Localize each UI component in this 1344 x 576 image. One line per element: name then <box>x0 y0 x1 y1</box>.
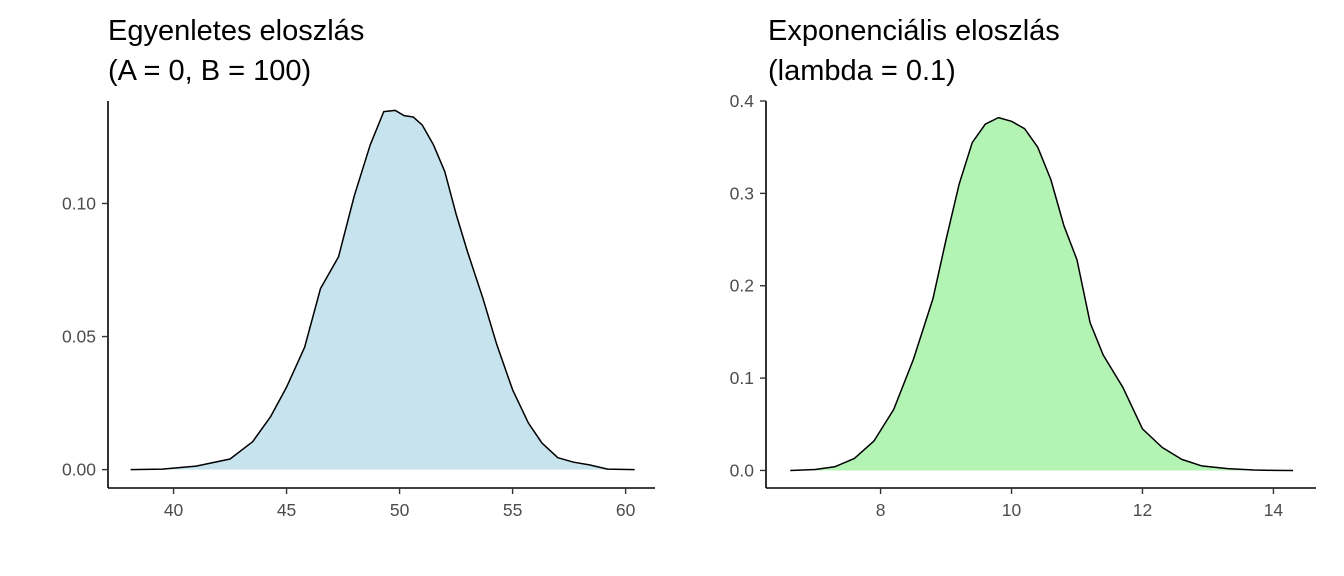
panel-2: Exponenciális eloszlás (lambda = 0.1) 0.0 0… <box>730 15 1316 520</box>
density-area <box>130 110 635 470</box>
density-line <box>790 116 1294 472</box>
y-tick-label: 0.3 <box>730 183 754 203</box>
density-line <box>130 109 635 471</box>
y-tick-label: 0.1 <box>730 368 754 388</box>
y-tick-label: 0.05 <box>62 327 96 347</box>
chart-title: Egyenletes eloszlás <box>108 15 364 47</box>
y-tick-label: 0.10 <box>62 193 96 213</box>
panel-1: Egyenletes eloszlás (A = 0, B = 100) 0.00 0… <box>62 15 655 520</box>
x-tick-label: 55 <box>503 500 522 520</box>
x-tick-label: 12 <box>1133 500 1152 520</box>
chart-subtitle: (lambda = 0.1) <box>768 55 956 87</box>
x-tick-label: 45 <box>277 500 296 520</box>
x-tick-label: 14 <box>1264 500 1284 520</box>
x-tick-label: 10 <box>1002 500 1022 520</box>
x-tick-label: 8 <box>876 500 886 520</box>
chart-subtitle: (A = 0, B = 100) <box>108 55 311 87</box>
y-tick-label: 0.4 <box>730 91 755 111</box>
x-tick-label: 50 <box>390 500 410 520</box>
y-tick-label: 0.2 <box>730 276 754 296</box>
y-tick-label: 0.00 <box>62 460 96 480</box>
chart-title: Exponenciális eloszlás <box>768 15 1060 47</box>
x-tick-label: 40 <box>164 500 184 520</box>
density-area <box>790 117 1294 471</box>
y-tick-label: 0.0 <box>730 460 755 480</box>
x-tick-label: 60 <box>616 500 636 520</box>
